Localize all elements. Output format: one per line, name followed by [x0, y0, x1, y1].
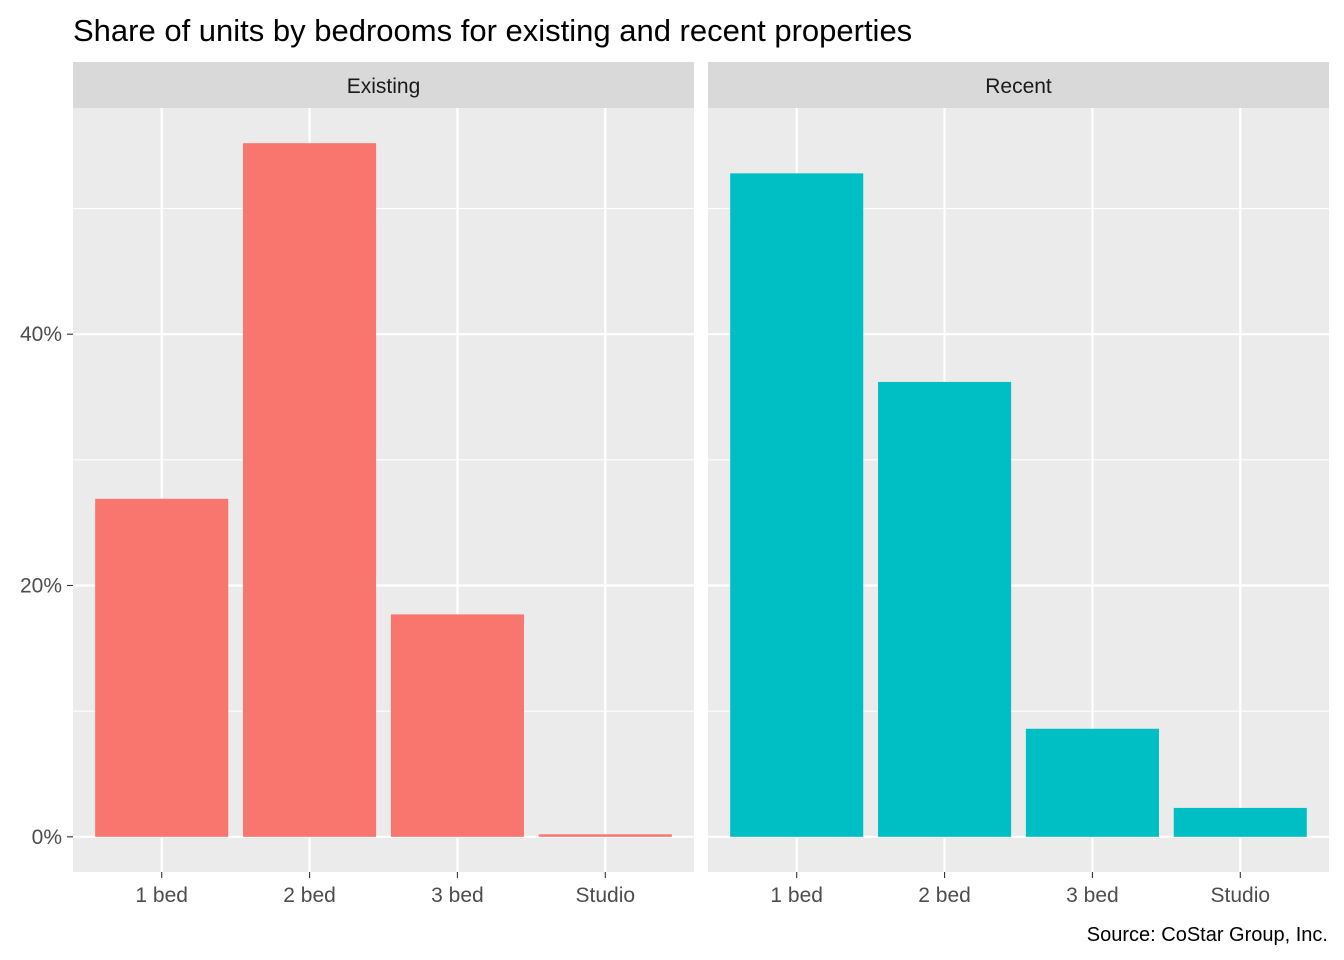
x-tick-label: 2 bed	[918, 884, 971, 907]
facet-recent: Recent 1 bed 2 bed 3 bed Studio	[708, 62, 1329, 907]
facet-label: Existing	[347, 75, 421, 98]
bar-existing-1-bed	[95, 498, 229, 837]
chart-title: Share of units by bedrooms for existing …	[73, 13, 912, 48]
y-tick-label: 0%	[32, 826, 62, 849]
bar-recent-studio	[1173, 807, 1307, 837]
facet-label: Recent	[985, 75, 1052, 98]
facet-strip	[708, 62, 1329, 108]
bar-existing-studio	[538, 834, 672, 837]
x-tick-label: Studio	[1211, 884, 1271, 907]
bar-recent-2-bed	[878, 381, 1012, 837]
bar-recent-3-bed	[1025, 728, 1159, 837]
x-tick-label: 1 bed	[770, 884, 823, 907]
x-tick-label: 2 bed	[283, 884, 336, 907]
bar-recent-1-bed	[730, 173, 864, 837]
y-axis: 0% 20% 40%	[20, 323, 73, 849]
bar-existing-2-bed	[243, 143, 377, 837]
facet-strip	[73, 62, 694, 108]
source-caption: Source: CoStar Group, Inc.	[1087, 924, 1328, 946]
x-tick-label: 3 bed	[1066, 884, 1119, 907]
x-tick-label: 3 bed	[431, 884, 484, 907]
bar-existing-3-bed	[390, 614, 524, 837]
facet-panels: Existing 1 bed 2 bed 3 bed Studio Recent 1 bed…	[73, 62, 1329, 907]
y-tick-label: 40%	[20, 323, 62, 346]
x-tick-label: 1 bed	[135, 884, 188, 907]
x-tick-label: Studio	[576, 884, 636, 907]
facet-existing: Existing 1 bed 2 bed 3 bed Studio	[73, 62, 694, 907]
y-tick-label: 20%	[20, 575, 62, 598]
